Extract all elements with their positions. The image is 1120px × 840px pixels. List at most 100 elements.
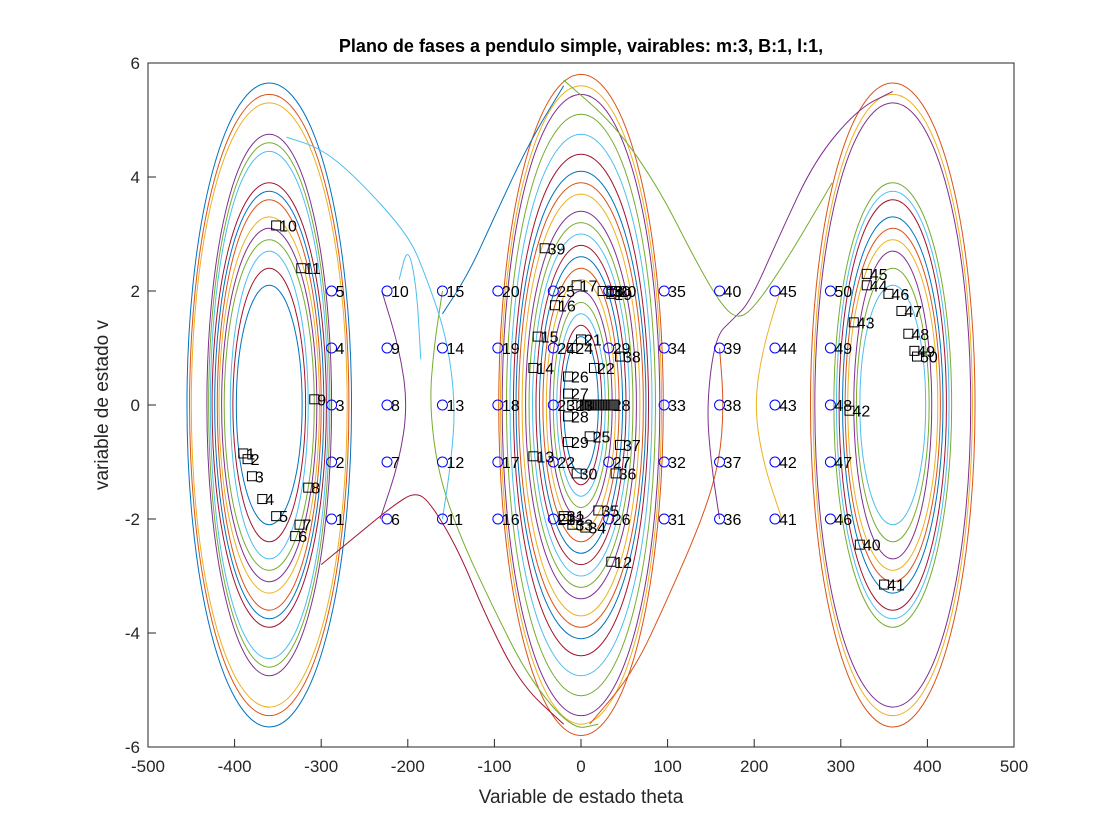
initial-points-layer: 1234567891011121314151617181920212223242… — [326, 284, 852, 529]
initial-point-marker — [326, 456, 338, 468]
initial-point-marker — [492, 456, 504, 468]
initial-point-label: 29 — [613, 341, 631, 358]
orbit-line — [518, 182, 644, 628]
final-point-label: 42 — [852, 404, 870, 421]
orbit-line — [842, 216, 944, 594]
initial-point-label: 15 — [446, 284, 464, 301]
final-point-marker — [848, 317, 859, 328]
initial-point-marker — [326, 285, 338, 297]
final-point-marker — [539, 243, 550, 254]
final-point-label: 34 — [588, 521, 606, 538]
trajectory-line — [286, 136, 455, 520]
final-point-marker — [896, 305, 907, 316]
initial-point-label: 22 — [557, 455, 575, 472]
initial-point-marker — [824, 399, 836, 411]
y-tick-label: 4 — [131, 168, 140, 187]
initial-point-marker — [381, 456, 393, 468]
final-point-marker — [861, 280, 872, 291]
orbit-line — [521, 193, 641, 617]
orbit-line — [525, 210, 637, 600]
initial-point-marker — [381, 342, 393, 354]
initial-point-marker — [714, 399, 726, 411]
initial-point-marker — [436, 342, 448, 354]
initial-point-marker — [714, 456, 726, 468]
initial-point-marker — [658, 513, 670, 525]
initial-point-label: 41 — [779, 512, 797, 529]
trajectory-line — [379, 290, 407, 520]
initial-point-marker — [769, 285, 781, 297]
final-point-label: 37 — [623, 438, 641, 455]
initial-point-label: 19 — [502, 341, 520, 358]
y-tick-label: 0 — [131, 396, 140, 415]
y-tick-label: 2 — [131, 282, 140, 301]
initial-point-marker — [714, 285, 726, 297]
y-axis-title: variable de estado v — [92, 319, 113, 490]
final-cluster-marker — [608, 399, 620, 411]
initial-point-marker — [492, 285, 504, 297]
final-point-label: 25 — [593, 429, 611, 446]
initial-point-marker — [326, 342, 338, 354]
final-point-marker — [580, 522, 591, 533]
orbit-line — [223, 239, 315, 571]
final-point-marker — [563, 437, 574, 448]
initial-point-marker — [603, 342, 615, 354]
final-point-label: 10 — [279, 218, 297, 235]
x-tick-label: -100 — [477, 757, 511, 776]
final-point-marker — [528, 451, 539, 462]
orbit-line — [835, 190, 950, 620]
final-point-label: 23 — [575, 398, 593, 415]
y-tick-label: 6 — [131, 54, 140, 73]
trajectory-line — [320, 494, 565, 725]
initial-point-label: 48 — [834, 398, 852, 415]
final-point-marker — [563, 388, 574, 399]
initial-point-label: 39 — [724, 341, 742, 358]
initial-point-marker — [326, 399, 338, 411]
final-point-marker — [528, 362, 539, 373]
initial-point-marker — [547, 513, 559, 525]
final-point-marker — [606, 556, 617, 567]
final-point-marker — [294, 519, 305, 530]
final-point-marker — [912, 351, 923, 362]
final-point-marker — [610, 468, 621, 479]
orbit-line — [538, 256, 624, 554]
final-point-label: 45 — [870, 267, 888, 284]
initial-point-label: 38 — [724, 398, 742, 415]
final-point-label: 50 — [920, 350, 938, 367]
y-tick-label: -4 — [125, 624, 140, 643]
final-point-marker — [854, 539, 865, 550]
initial-point-label: 37 — [724, 455, 742, 472]
x-tick-label: 400 — [913, 757, 941, 776]
orbit-line — [232, 267, 307, 543]
initial-point-label: 34 — [668, 341, 686, 358]
initial-point-marker — [492, 342, 504, 354]
initial-point-marker — [824, 456, 836, 468]
initial-point-label: 45 — [779, 284, 797, 301]
final-point-marker — [610, 286, 621, 296]
final-point-marker — [550, 300, 561, 311]
x-tick-label: 200 — [740, 757, 768, 776]
initial-point-marker — [492, 399, 504, 411]
orbit-line — [499, 85, 663, 725]
initial-point-marker — [381, 399, 393, 411]
x-tick-label: 0 — [576, 757, 585, 776]
final-point-marker — [296, 263, 307, 274]
final-point-marker — [593, 505, 604, 516]
final-point-label: 29 — [571, 435, 589, 452]
final-point-marker — [309, 394, 320, 405]
final-point-marker — [576, 334, 586, 345]
final-point-marker — [558, 514, 569, 524]
x-tick-label: 300 — [827, 757, 855, 776]
orbits-layer — [186, 73, 976, 737]
initial-point-label: 35 — [668, 284, 686, 301]
initial-point-label: 1 — [336, 512, 345, 529]
initial-point-label: 9 — [391, 341, 400, 358]
final-point-label: 19 — [614, 287, 632, 304]
final-point-marker — [242, 454, 253, 465]
final-point-label: 30 — [580, 466, 598, 483]
initial-point-marker — [769, 342, 781, 354]
final-point-label: 48 — [911, 327, 929, 344]
orbit-line — [209, 150, 329, 660]
final-point-label: 26 — [571, 370, 589, 387]
orbit-line — [838, 199, 947, 611]
